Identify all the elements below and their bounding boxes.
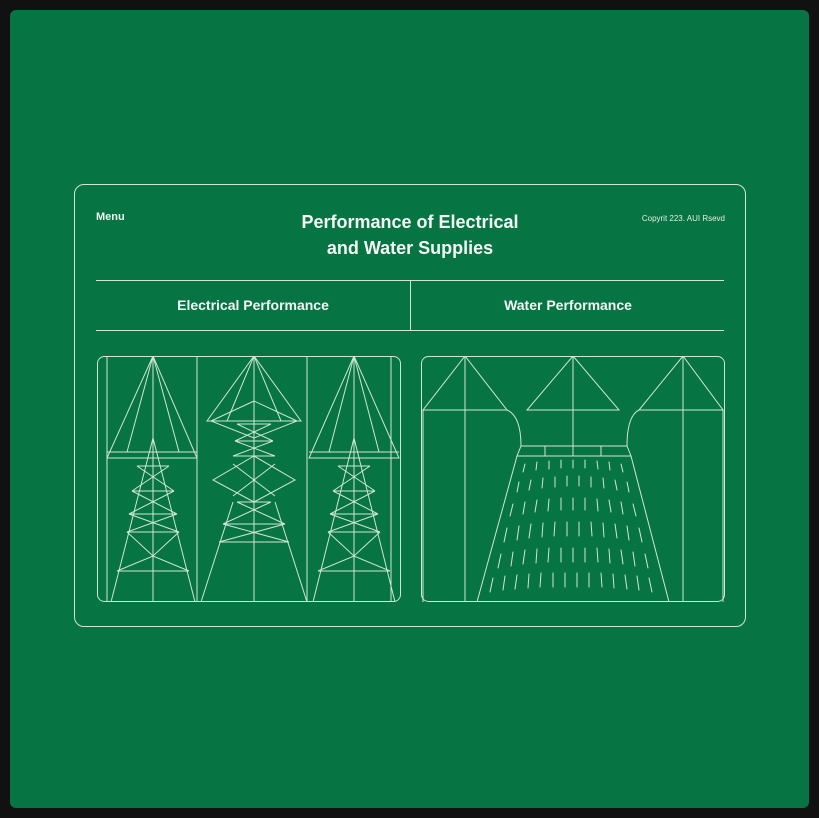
page-title-line-1: Performance of Electrical: [301, 212, 519, 232]
tab-electrical-performance[interactable]: Electrical Performance: [177, 297, 329, 313]
power-tower-icon[interactable]: [97, 356, 401, 602]
page-title: Performance of Electrical and Water Supp…: [245, 209, 575, 261]
page-title-line-2: and Water Supplies: [326, 238, 494, 258]
copyright-text: Copyrit 223. AUI Rsevd: [641, 214, 725, 223]
menu-button[interactable]: Menu: [96, 211, 125, 223]
app-canvas: Menu Performance of Electrical and Water…: [10, 10, 809, 808]
water-spray-icon[interactable]: [421, 356, 725, 602]
main-panel: Menu Performance of Electrical and Water…: [74, 184, 746, 627]
tab-divider-middle: [410, 280, 411, 330]
tab-divider-bottom: [96, 330, 724, 331]
tab-water-performance[interactable]: Water Performance: [504, 297, 632, 313]
